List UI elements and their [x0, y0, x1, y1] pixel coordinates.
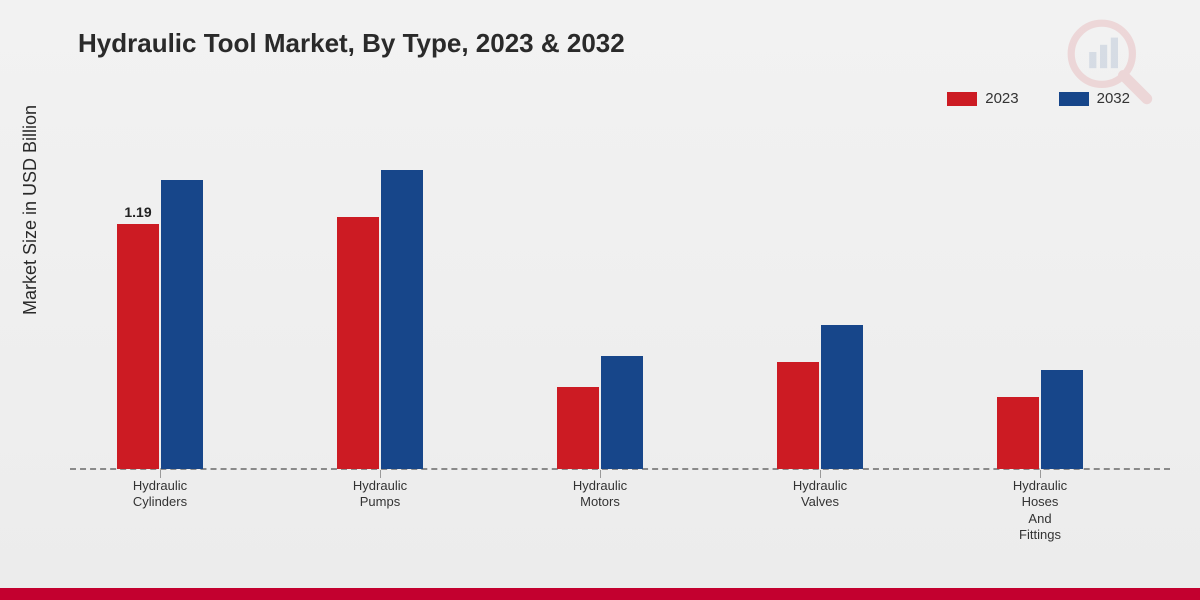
x-category-label: Hydraulic Valves — [750, 478, 890, 511]
chart-container: Hydraulic Tool Market, By Type, 2023 & 2… — [0, 0, 1200, 600]
bar-group — [310, 171, 450, 470]
legend-label-2032: 2032 — [1097, 90, 1130, 107]
y-axis-label: Market Size in USD Billion — [20, 80, 41, 340]
legend: 2023 2032 — [947, 90, 1130, 107]
legend-item-2023: 2023 — [947, 90, 1018, 107]
watermark-bar-icon — [1111, 38, 1118, 69]
bar-group — [530, 357, 670, 470]
bar-2032 — [1041, 370, 1083, 469]
bar-2032 — [601, 356, 643, 469]
bar-group: 1.19 — [90, 181, 230, 470]
x-category-label: Hydraulic Motors — [530, 478, 670, 511]
x-tick — [380, 470, 381, 478]
bar-2023 — [557, 387, 599, 470]
x-category-label: Hydraulic Pumps — [310, 478, 450, 511]
watermark-bar-icon — [1089, 52, 1096, 68]
watermark-bar-icon — [1100, 45, 1107, 68]
x-axis-labels: Hydraulic Cylinders Hydraulic Pumps Hydrau… — [70, 478, 1170, 578]
bar-2032 — [381, 170, 423, 469]
x-tick — [160, 470, 161, 478]
bar-2023 — [777, 362, 819, 469]
legend-label-2023: 2023 — [985, 90, 1018, 107]
bar-2023: 1.19 — [117, 224, 159, 469]
plot-area: 1.19 — [70, 140, 1170, 470]
legend-item-2032: 2032 — [1059, 90, 1130, 107]
x-category-label: Hydraulic Cylinders — [90, 478, 230, 511]
bar-2032 — [821, 325, 863, 469]
legend-swatch-2032 — [1059, 92, 1089, 106]
chart-title: Hydraulic Tool Market, By Type, 2023 & 2… — [78, 28, 625, 59]
x-tick — [600, 470, 601, 478]
footer-accent-bar — [0, 588, 1200, 600]
x-tick — [820, 470, 821, 478]
bar-2032 — [161, 180, 203, 469]
bar-2023 — [997, 397, 1039, 469]
bar-2023 — [337, 217, 379, 469]
legend-swatch-2023 — [947, 92, 977, 106]
x-category-label: Hydraulic Hoses And Fittings — [970, 478, 1110, 543]
bar-group — [750, 326, 890, 470]
x-tick — [1040, 470, 1041, 478]
bar-group — [970, 371, 1110, 470]
bar-value-label: 1.19 — [117, 204, 159, 220]
